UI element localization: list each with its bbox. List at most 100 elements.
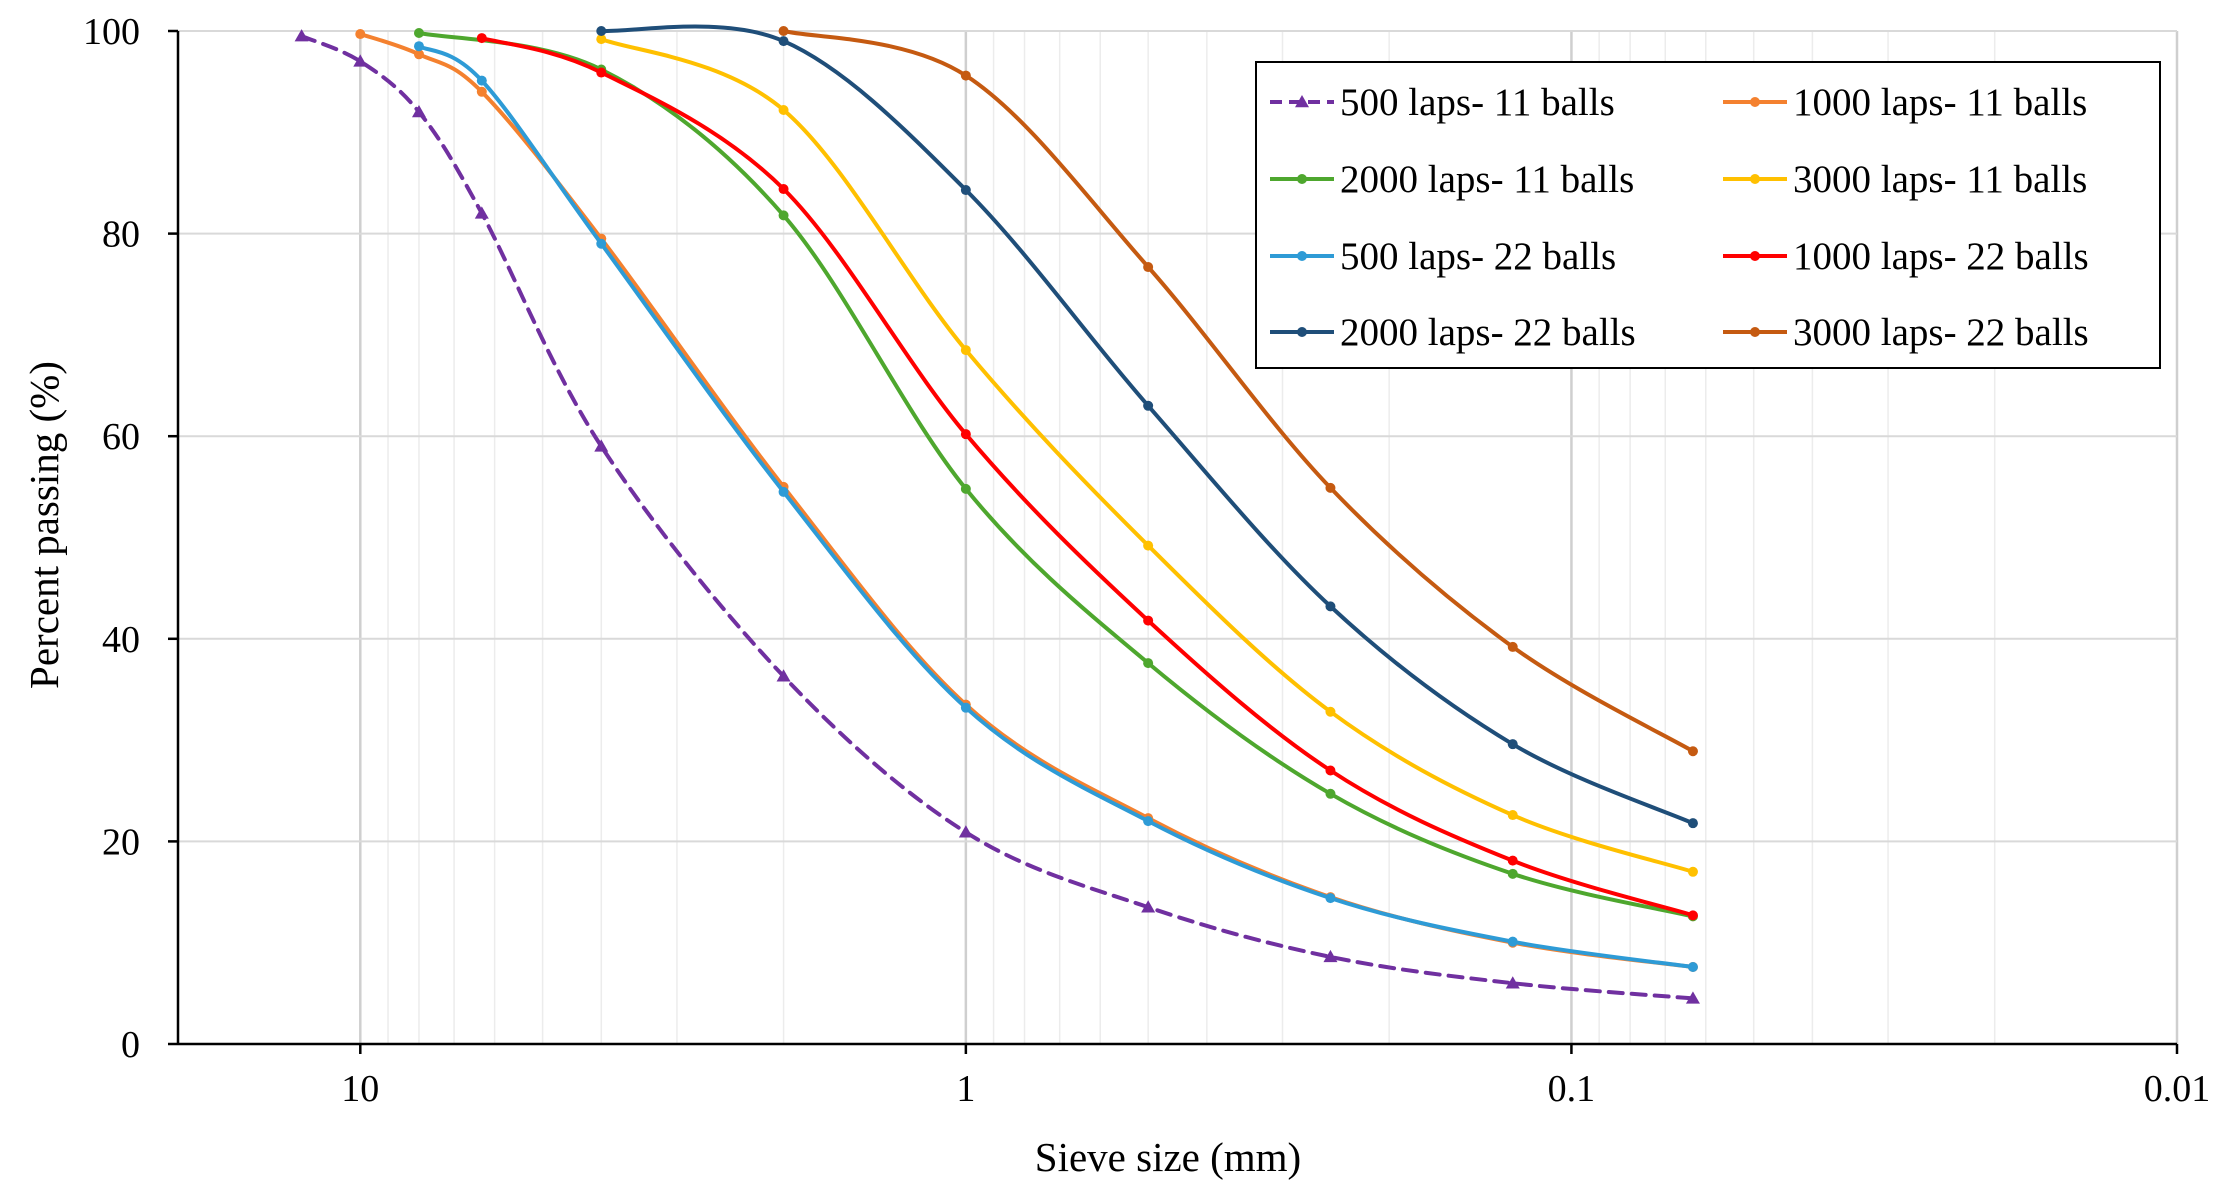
data-point [960, 70, 971, 81]
data-point [596, 26, 607, 36]
data-point [1507, 641, 1518, 652]
data-point [1750, 97, 1760, 107]
data-point [958, 825, 973, 838]
legend-item-2000-laps-11-balls: 2000 laps- 11 balls [1270, 158, 1634, 201]
data-point [1295, 95, 1309, 108]
data-point [1687, 746, 1698, 757]
data-point [1143, 400, 1154, 411]
x-tick-label: 10 [341, 1068, 379, 1110]
data-point [474, 206, 489, 219]
data-point [596, 67, 607, 78]
data-point [1687, 866, 1698, 877]
data-point [960, 345, 971, 356]
series-line [299, 34, 1695, 1001]
data-point [413, 41, 424, 52]
data-point [1143, 816, 1154, 827]
legend-item-500-laps-22-balls: 500 laps- 22 balls [1270, 235, 1616, 278]
legend-label: 3000 laps- 11 balls [1793, 158, 2087, 201]
data-point [960, 429, 971, 440]
data-point [476, 75, 487, 86]
legend-item-1000-laps-11-balls: 1000 laps- 11 balls [1723, 81, 2087, 124]
legend-label: 3000 laps- 22 balls [1793, 311, 2089, 354]
data-point [1687, 962, 1698, 973]
data-point [355, 29, 366, 40]
data-point [960, 702, 971, 713]
data-point [960, 185, 971, 196]
data-point [294, 29, 309, 42]
x-tick-label: 1 [956, 1068, 975, 1110]
data-point [1141, 900, 1156, 913]
data-point [778, 210, 789, 221]
data-point [594, 439, 609, 452]
series-500-laps-11-balls [294, 29, 1700, 1004]
x-tick-label: 0.1 [1548, 1068, 1596, 1110]
data-point [1325, 788, 1336, 799]
y-tick-label: 20 [102, 821, 140, 863]
y-tick-label: 0 [121, 1024, 140, 1066]
data-point [1750, 327, 1760, 337]
data-point [1297, 251, 1307, 261]
legend-label: 2000 laps- 22 balls [1340, 311, 1636, 354]
data-point [596, 34, 607, 45]
legend-label: 500 laps- 22 balls [1340, 235, 1616, 278]
legend-label: 2000 laps- 11 balls [1340, 158, 1634, 201]
data-point [413, 28, 424, 39]
legend-item-3000-laps-11-balls: 3000 laps- 11 balls [1723, 158, 2087, 201]
data-point [778, 105, 789, 116]
data-point [1685, 991, 1700, 1004]
data-point [778, 184, 789, 195]
data-point [1687, 818, 1698, 829]
data-point [476, 86, 487, 97]
y-tick-label: 60 [102, 416, 140, 458]
data-point [1297, 174, 1307, 184]
data-point [1507, 936, 1518, 947]
legend-item-1000-laps-22-balls: 1000 laps- 22 balls [1723, 235, 2089, 278]
grid [177, 30, 2179, 1045]
legend-label: 1000 laps- 22 balls [1793, 235, 2089, 278]
legend-item-3000-laps-22-balls: 3000 laps- 22 balls [1723, 311, 2089, 354]
legend-item-500-laps-11-balls: 500 laps- 11 balls [1270, 81, 1615, 124]
x-axis-title: Sieve size (mm) [1035, 1134, 1301, 1180]
series-line [479, 36, 1695, 918]
data-point [778, 26, 789, 36]
series-1000-laps-22-balls [476, 33, 1698, 921]
data-point [1325, 482, 1336, 493]
data-point [353, 54, 368, 67]
legend-label: 1000 laps- 11 balls [1793, 81, 2087, 124]
data-point [776, 669, 791, 682]
data-point [1505, 976, 1520, 989]
data-point [1750, 174, 1760, 184]
series-500-laps-22-balls [413, 41, 1698, 973]
y-tick-label: 80 [102, 214, 140, 256]
data-point [1143, 658, 1154, 669]
legend: 500 laps- 11 balls 1000 laps- 11 balls 200… [1255, 61, 2161, 369]
data-point [413, 49, 424, 60]
series-3000-laps-22-balls [778, 26, 1698, 757]
data-point [1507, 855, 1518, 866]
legend-box [1255, 61, 2161, 369]
y-tick-label: 100 [83, 11, 140, 53]
y-tick-label: 40 [102, 619, 140, 661]
data-point [1143, 615, 1154, 626]
series-layer [294, 24, 1700, 1004]
legend-label: 500 laps- 11 balls [1340, 81, 1615, 124]
series-2000-laps-22-balls [596, 24, 1698, 829]
data-point [778, 36, 789, 47]
data-point [1325, 893, 1336, 904]
data-point [1507, 810, 1518, 821]
data-point [1750, 251, 1760, 261]
data-point [1325, 601, 1336, 612]
series-3000-laps-11-balls [596, 34, 1698, 877]
data-point [1323, 949, 1338, 963]
data-point [1143, 540, 1154, 551]
data-point [596, 238, 607, 249]
data-point [960, 483, 971, 494]
data-point [476, 33, 487, 44]
data-point [1507, 739, 1518, 750]
data-point [1325, 706, 1336, 717]
axes: 0 20 40 60 80 100 10 1 0.1 0.01 [83, 11, 2210, 1110]
data-point [411, 105, 426, 118]
data-point [778, 486, 789, 497]
